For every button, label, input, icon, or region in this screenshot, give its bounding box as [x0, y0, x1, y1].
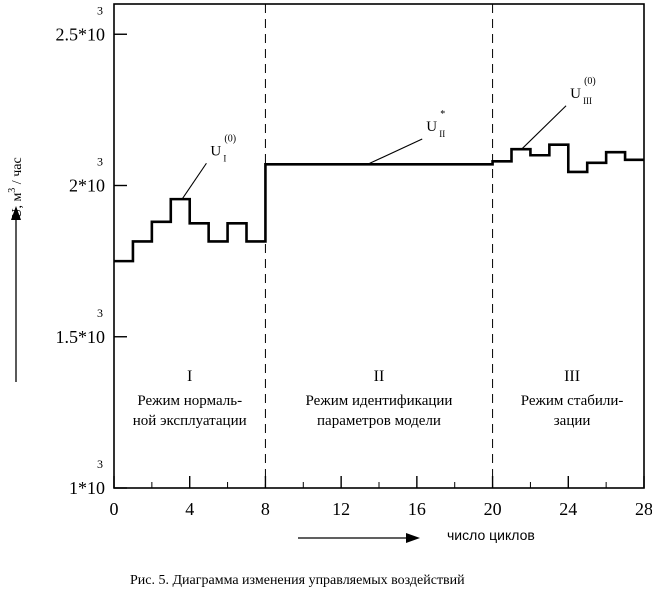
annotation-label-0: U	[210, 143, 221, 159]
x-tick-label-28: 28	[635, 499, 652, 519]
figure-caption: Рис. 5. Диаграмма изменения управляемых …	[130, 573, 465, 588]
region-text-2-1: зации	[554, 413, 591, 429]
annotation-leader-2	[520, 105, 567, 151]
y-tick-exp-1000: 3	[97, 457, 103, 471]
region-numeral-0: I	[187, 368, 192, 385]
region-numeral-1: II	[374, 368, 385, 385]
x-tick-label-4: 4	[185, 499, 194, 519]
annotation-leader-1	[369, 138, 423, 164]
y-tick-label-1000: 1*10	[69, 478, 105, 498]
y-tick-label-2000: 2*10	[69, 176, 105, 196]
annotation-sub-1: II	[439, 129, 445, 139]
annotation-leader-0	[181, 162, 207, 200]
annotation-label-1: U	[426, 119, 437, 135]
annotation-sub-0: I	[223, 153, 226, 163]
x-tick-label-24: 24	[559, 499, 577, 519]
y-axis-label: U, м3 / час	[7, 157, 25, 218]
region-text-0-0: Режим нормаль-	[137, 393, 242, 409]
x-tick-label-12: 12	[332, 499, 350, 519]
annotation-sup-0: (0)	[224, 133, 236, 144]
y-axis-arrow-head	[11, 206, 21, 220]
x-tick-label-16: 16	[408, 499, 426, 519]
y-tick-exp-2500: 3	[97, 3, 103, 17]
series-line-0	[114, 143, 644, 263]
x-tick-label-0: 0	[110, 499, 119, 519]
annotation-sup-1: *	[440, 109, 445, 120]
region-text-0-1: ной эксплуатации	[133, 413, 247, 429]
x-axis-arrow-head	[406, 533, 420, 543]
x-axis-label: число циклов	[447, 527, 535, 543]
annotation-sup-2: (0)	[584, 76, 596, 87]
y-tick-label-1500: 1.5*10	[56, 327, 106, 347]
x-tick-label-8: 8	[261, 499, 270, 519]
region-text-1-0: Режим идентификации	[306, 393, 453, 409]
y-tick-label-2500: 2.5*10	[56, 24, 106, 44]
annotation-label-2: U	[570, 86, 581, 102]
region-numeral-2: III	[564, 368, 580, 385]
region-text-1-1: параметров модели	[317, 413, 441, 429]
region-text-2-0: Режим стабили-	[521, 393, 624, 409]
y-tick-exp-2000: 3	[97, 155, 103, 169]
x-tick-label-20: 20	[484, 499, 502, 519]
y-tick-exp-1500: 3	[97, 306, 103, 320]
annotation-sub-2: III	[583, 96, 592, 106]
